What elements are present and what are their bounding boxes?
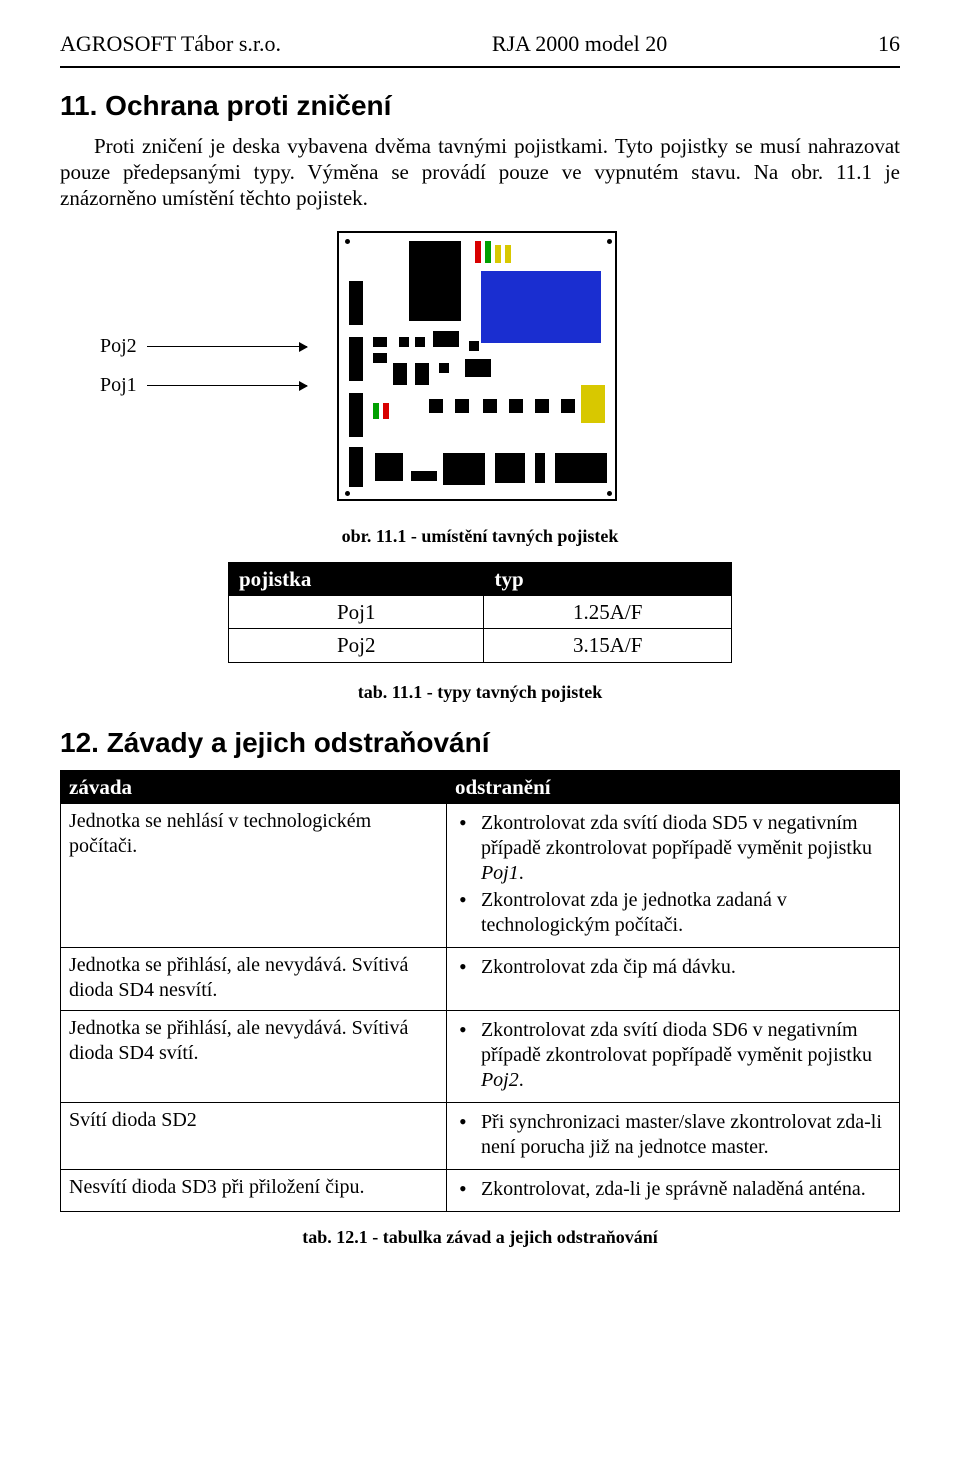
fix-list: Zkontrolovat zda svítí dioda SD5 v negat… <box>455 811 891 938</box>
pcb-hole-icon <box>345 491 350 496</box>
lead-poj2: Poj2 <box>100 334 307 359</box>
pcb-block <box>375 453 403 481</box>
pcb-block <box>443 453 485 485</box>
trouble-table: závada odstranění Jednotka se nehlásí v … <box>60 770 900 1212</box>
list-item: Zkontrolovat zda svítí dioda SD6 v negat… <box>477 1018 891 1093</box>
pcb-block <box>465 359 491 377</box>
table-row: Poj23.15A/F <box>229 629 732 662</box>
fault-cell: Nesvítí dioda SD3 při přiložení čipu. <box>61 1170 447 1212</box>
fuse-col-2: typ <box>484 562 732 595</box>
pcb-block <box>439 363 449 373</box>
pcb-block <box>535 399 549 413</box>
pcb-block <box>555 453 607 483</box>
table-row: Jednotka se přihlásí, ale nevydává. Svít… <box>61 948 900 1011</box>
table-row: Svítí dioda SD2 Při synchronizaci master/… <box>61 1103 900 1170</box>
pcb-block <box>409 241 461 321</box>
fix-cell: Při synchronizaci master/slave zkontrolo… <box>446 1103 899 1170</box>
pcb-block <box>349 447 363 487</box>
pcb-block <box>373 353 387 363</box>
fix-list: Zkontrolovat zda čip má dávku. <box>455 955 891 980</box>
page-header: AGROSOFT Tábor s.r.o. RJA 2000 model 20 … <box>60 30 900 58</box>
pcb-block <box>433 331 459 347</box>
fuse-table-caption: tab. 11.1 - typy tavných pojistek <box>60 681 900 704</box>
pcb-block <box>455 399 469 413</box>
table-row: Poj11.25A/F <box>229 596 732 629</box>
pcb-hole-icon <box>607 239 612 244</box>
fix-list: Zkontrolovat zda svítí dioda SD6 v negat… <box>455 1018 891 1093</box>
list-item: Zkontrolovat zda je jednotka zadaná v te… <box>477 888 891 938</box>
pcb-block <box>373 403 379 419</box>
fix-cell: Zkontrolovat zda čip má dávku. <box>446 948 899 1011</box>
pcb-block <box>415 363 429 385</box>
lead-poj1: Poj1 <box>100 373 307 398</box>
header-left: AGROSOFT Tábor s.r.o. <box>60 30 281 58</box>
pcb-block <box>481 271 601 343</box>
leader-line-icon <box>147 346 307 347</box>
pcb-block <box>399 337 409 347</box>
trouble-col-1: závada <box>61 771 447 804</box>
italic-ref: Poj2 <box>481 1069 519 1091</box>
label-poj1: Poj1 <box>100 373 137 398</box>
trouble-table-caption: tab. 12.1 - tabulka závad a jejich odstr… <box>60 1226 900 1249</box>
pcb-block <box>373 337 387 347</box>
table-row: Jednotka se přihlásí, ale nevydává. Svít… <box>61 1011 900 1103</box>
pcb-block <box>581 385 605 423</box>
pcb-block <box>535 453 545 483</box>
table-row: Nesvítí dioda SD3 při přiložení čipu. Zko… <box>61 1170 900 1212</box>
pcb-block <box>495 245 501 263</box>
fix-list: Při synchronizaci master/slave zkontrolo… <box>455 1110 891 1160</box>
fault-cell: Jednotka se nehlásí v technologickém poč… <box>61 804 447 948</box>
leader-line-icon <box>147 385 307 386</box>
figure-caption: obr. 11.1 - umístění tavných pojistek <box>60 525 900 548</box>
pcb-block <box>485 241 491 263</box>
fault-cell: Jednotka se přihlásí, ale nevydává. Svít… <box>61 948 447 1011</box>
pcb-block <box>393 363 407 385</box>
fix-cell: Zkontrolovat zda svítí dioda SD5 v negat… <box>446 804 899 948</box>
pcb-block <box>469 341 479 351</box>
pcb-hole-icon <box>607 491 612 496</box>
header-center: RJA 2000 model 20 <box>492 30 667 58</box>
italic-ref: Poj1 <box>481 862 519 884</box>
table-cell: 3.15A/F <box>484 629 732 662</box>
pcb-block <box>483 399 497 413</box>
fault-cell: Jednotka se přihlásí, ale nevydává. Svít… <box>61 1011 447 1103</box>
table-cell: 1.25A/F <box>484 596 732 629</box>
fuse-col-1: pojistka <box>229 562 484 595</box>
section11-para: Proti zničení je deska vybavena dvěma ta… <box>60 133 900 212</box>
pcb-block <box>415 337 425 347</box>
figure-labels: Poj2 Poj1 <box>60 334 307 398</box>
pcb-block <box>383 403 389 419</box>
pcb-block <box>411 471 437 481</box>
label-poj2: Poj2 <box>100 334 137 359</box>
list-item: Zkontrolovat zda čip má dávku. <box>477 955 891 980</box>
trouble-col-2: odstranění <box>446 771 899 804</box>
pcb-block <box>349 393 363 437</box>
fix-cell: Zkontrolovat, zda-li je správně naladěná… <box>446 1170 899 1212</box>
pcb-hole-icon <box>345 239 350 244</box>
table-cell: Poj2 <box>229 629 484 662</box>
fault-cell: Svítí dioda SD2 <box>61 1103 447 1170</box>
figure-zone: Poj2 Poj1 <box>60 231 900 501</box>
pcb-block <box>505 245 511 263</box>
list-item: Při synchronizaci master/slave zkontrolo… <box>477 1110 891 1160</box>
fix-list: Zkontrolovat, zda-li je správně naladěná… <box>455 1177 891 1202</box>
section12-title: 12. Závady a jejich odstraňování <box>60 725 900 760</box>
section11-title: 11. Ochrana proti zničení <box>60 88 900 123</box>
pcb-block <box>561 399 575 413</box>
header-right: 16 <box>878 30 900 58</box>
list-item: Zkontrolovat, zda-li je správně naladěná… <box>477 1177 891 1202</box>
pcb-diagram <box>337 231 617 501</box>
pcb-block <box>475 241 481 263</box>
list-item: Zkontrolovat zda svítí dioda SD5 v negat… <box>477 811 891 886</box>
pcb-block <box>429 399 443 413</box>
pcb-block <box>509 399 523 413</box>
fuse-table: pojistka typ Poj11.25A/FPoj23.15A/F <box>228 562 732 663</box>
table-cell: Poj1 <box>229 596 484 629</box>
pcb-block <box>349 337 363 381</box>
pcb-block <box>495 453 525 483</box>
fix-cell: Zkontrolovat zda svítí dioda SD6 v negat… <box>446 1011 899 1103</box>
table-row: Jednotka se nehlásí v technologickém poč… <box>61 804 900 948</box>
header-rule <box>60 66 900 68</box>
pcb-block <box>349 281 363 325</box>
